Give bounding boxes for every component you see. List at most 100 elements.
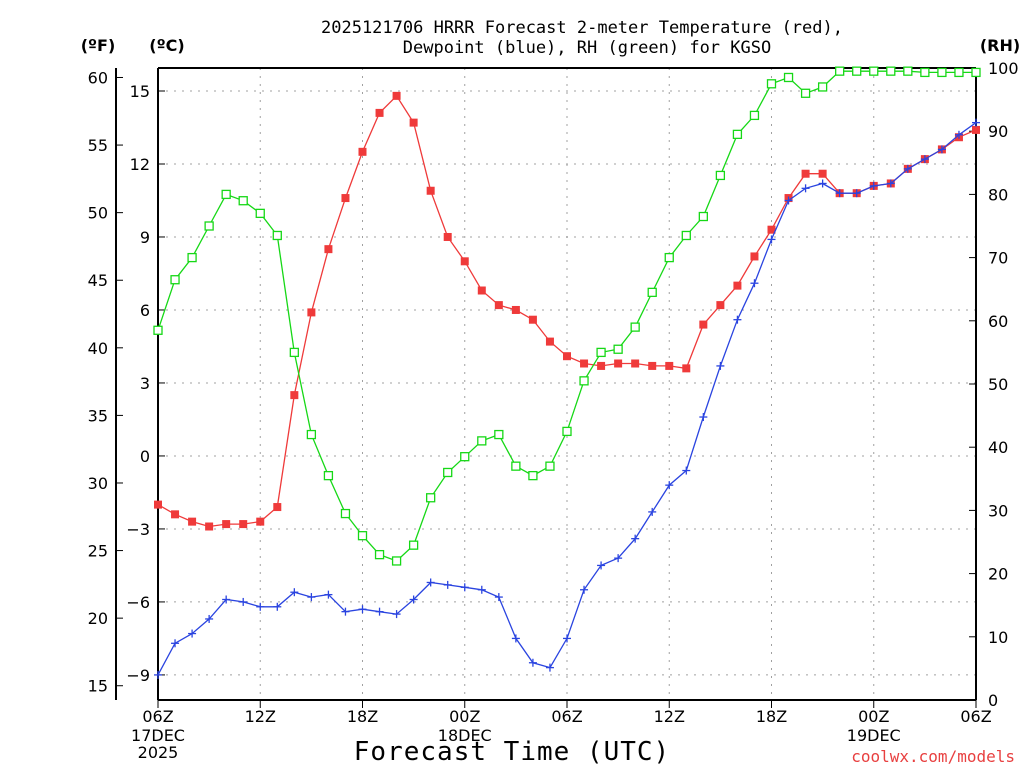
dewpoint-point: [784, 196, 793, 205]
relative-humidity-point: [954, 67, 964, 78]
dewpoint-point: [886, 179, 895, 188]
relative-humidity-point: [630, 322, 640, 332]
temperature-point: [307, 308, 316, 317]
dewpoint-point: [801, 184, 810, 193]
dewpoint-point: [580, 585, 589, 594]
relative-humidity-point: [647, 287, 657, 298]
dewpoint-point: [426, 578, 435, 587]
dewpoint-point: [205, 614, 214, 623]
relative-humidity-point: [511, 461, 521, 471]
dewpoint-point: [324, 590, 333, 599]
temperature-point: [239, 520, 248, 529]
dewpoint-point: [239, 597, 248, 606]
celsius-tick-label: 12: [130, 155, 150, 174]
relative-humidity-point: [460, 452, 470, 462]
relative-humidity-point: [971, 67, 981, 78]
rh-tick-label: 60: [988, 312, 1008, 331]
temperature-point: [494, 301, 503, 310]
celsius-tick-label: 6: [140, 301, 150, 320]
dewpoint-point: [171, 639, 180, 648]
relative-humidity-point: [408, 540, 419, 550]
temperature-point: [324, 245, 333, 254]
dewpoint-point: [392, 610, 401, 619]
fahrenheit-tick-label: 25: [88, 542, 108, 561]
dewpoint-point: [682, 466, 691, 475]
relative-humidity-point: [732, 129, 743, 140]
relative-humidity-point: [715, 170, 726, 181]
temperature-point: [801, 169, 810, 178]
dewpoint-point: [972, 118, 980, 127]
celsius-tick-label: −6: [126, 593, 150, 612]
relative-humidity-point: [579, 376, 589, 386]
x-tick-label: 06Z: [142, 707, 173, 726]
temperature-point: [409, 118, 418, 127]
temperature-point: [682, 364, 691, 373]
dewpoint-point: [699, 413, 708, 422]
dewpoint-point: [920, 155, 929, 164]
dewpoint-point: [154, 670, 162, 679]
temperature-point: [171, 510, 180, 519]
grid-layer: [158, 68, 976, 700]
dewpoint-point: [256, 602, 265, 611]
relative-humidity-point: [869, 66, 879, 76]
relative-humidity-point: [494, 429, 504, 440]
fahrenheit-tick-label: 30: [88, 474, 108, 493]
relative-humidity-point: [903, 66, 913, 76]
dewpoint-point: [511, 634, 520, 643]
temperature-point: [733, 281, 742, 290]
temperature-point: [273, 503, 282, 512]
dewpoint-point: [273, 602, 282, 611]
temperature-point: [818, 169, 827, 178]
relative-humidity-point: [374, 549, 385, 560]
rh-tick-label: 100: [988, 59, 1019, 78]
x-tick-date-label: 18DEC: [438, 726, 492, 745]
rh-tick-label: 40: [988, 438, 1008, 457]
temperature-point: [631, 359, 640, 368]
dewpoint-point: [631, 534, 640, 543]
temperature-point: [563, 352, 571, 361]
celsius-tick-label: −9: [126, 666, 150, 685]
dewpoint-point: [750, 279, 759, 288]
x-tick-label: 12Z: [245, 707, 276, 726]
dewpoint-point: [597, 561, 606, 570]
temperature-point: [750, 252, 759, 261]
dewpoint-point: [341, 607, 350, 616]
axes-layer: 15202530354045505560−9−6−303691215010203…: [88, 59, 1019, 762]
dewpoint-point: [443, 580, 452, 589]
relative-humidity-point: [664, 252, 674, 263]
rh-tick-label: 70: [988, 249, 1008, 268]
fahrenheit-tick-label: 20: [88, 609, 108, 628]
dewpoint-point: [648, 507, 657, 516]
x-tick-label: 18Z: [756, 707, 787, 726]
temperature-point: [545, 337, 554, 346]
x-tick-date-label: 17DEC: [131, 726, 185, 745]
temperature-point: [188, 517, 197, 526]
rh-tick-label: 0: [988, 691, 998, 710]
relative-humidity-point: [562, 426, 572, 437]
fahrenheit-tick-label: 40: [88, 339, 108, 358]
temperature-point: [154, 500, 162, 509]
dewpoint-point: [903, 164, 912, 173]
temperature-point: [648, 361, 657, 370]
dewpoint-point: [188, 629, 197, 638]
celsius-tick-label: 0: [140, 447, 150, 466]
chart-title-line2: Dewpoint (blue), RH (green) for KGSO: [403, 38, 771, 58]
chart-title-line1: 2025121706 HRRR Forecast 2-meter Tempera…: [321, 18, 843, 38]
dewpoint-point: [614, 554, 623, 563]
x-tick-label: 06Z: [551, 707, 582, 726]
x-tick-date-label: 19DEC: [847, 726, 901, 745]
relative-humidity-point: [187, 252, 197, 263]
x-tick-label: 00Z: [858, 707, 889, 726]
relative-humidity-point: [817, 82, 828, 92]
temperature-point: [205, 522, 214, 531]
relative-humidity-point: [443, 467, 453, 478]
dewpoint-point: [477, 585, 486, 594]
fahrenheit-tick-label: 15: [88, 677, 108, 696]
celsius-tick-label: 9: [140, 228, 150, 247]
temperature-point: [580, 359, 589, 368]
temperature-point: [460, 257, 469, 266]
relative-humidity-point: [835, 66, 845, 76]
relative-humidity-point: [545, 461, 555, 471]
temperature-point: [528, 315, 537, 324]
